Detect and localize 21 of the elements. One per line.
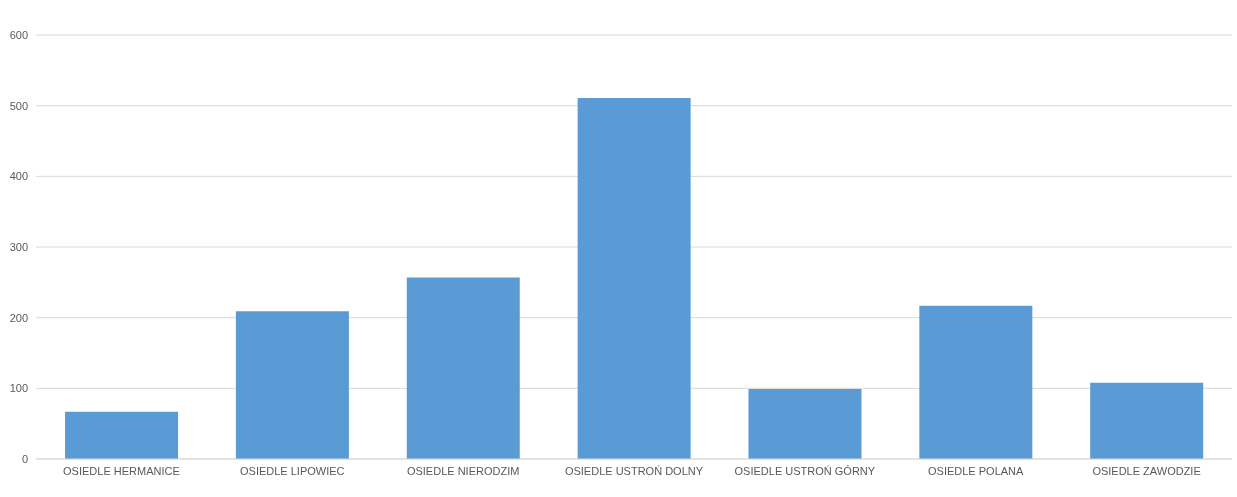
y-tick-label: 100 — [9, 382, 28, 395]
y-tick-label: 600 — [9, 28, 28, 41]
y-tick-label: 400 — [9, 170, 28, 183]
x-tick-label: OSIEDLE ZAWODZIE — [1092, 464, 1201, 477]
y-tick-label: 0 — [21, 452, 28, 465]
x-tick-label: OSIEDLE HERMANICE — [63, 464, 180, 477]
y-tick-label: 200 — [9, 311, 28, 324]
x-tick-label: OSIEDLE POLANA — [928, 464, 1025, 477]
bar — [577, 97, 691, 459]
y-tick-label: 300 — [9, 240, 28, 253]
bar — [919, 305, 1033, 459]
bar — [1090, 382, 1204, 459]
x-tick-label: OSIEDLE LIPOWIEC — [240, 464, 345, 477]
x-tick-label: OSIEDLE USTROŃ DOLNY — [564, 464, 704, 477]
x-tick-label: OSIEDLE USTROŃ GÓRNY — [734, 464, 876, 477]
x-tick-label: OSIEDLE NIERODZIM — [406, 464, 520, 477]
y-tick-label: 500 — [9, 99, 28, 112]
bar — [748, 389, 862, 459]
bar — [65, 411, 179, 459]
bar — [235, 311, 349, 459]
bar — [406, 277, 520, 459]
